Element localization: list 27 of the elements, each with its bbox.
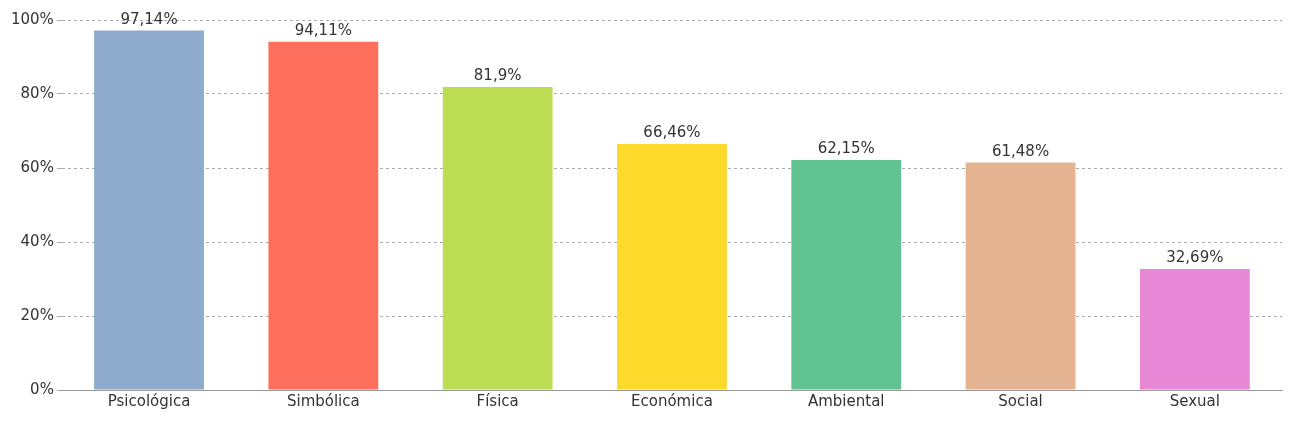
- bar: [442, 86, 553, 390]
- bar: [791, 160, 902, 390]
- bar: [965, 162, 1076, 390]
- y-tick-label: 80%: [20, 83, 54, 102]
- x-tick-label: Social: [998, 391, 1043, 410]
- bar: [617, 144, 727, 390]
- bar: [94, 30, 204, 390]
- y-tick-label: 100%: [10, 9, 54, 28]
- x-tick-label: Sexual: [1169, 391, 1220, 410]
- x-tick-label: Económica: [631, 391, 713, 410]
- data-label: 66,46%: [643, 123, 701, 142]
- data-label: 61,48%: [991, 141, 1050, 160]
- bar: [268, 41, 379, 390]
- y-tick-label: 20%: [20, 305, 54, 324]
- x-tick-label: Física: [476, 391, 519, 410]
- bar: [1139, 269, 1250, 390]
- data-label: 81,9%: [473, 66, 522, 85]
- data-label: 97,14%: [120, 9, 178, 28]
- x-tick-label: Ambiental: [807, 391, 885, 410]
- x-tick-label: Psicológica: [107, 391, 191, 410]
- data-label: 32,69%: [1166, 248, 1224, 267]
- y-tick-label: 60%: [20, 157, 54, 176]
- y-tick-label: 40%: [20, 231, 54, 250]
- data-label: 62,15%: [817, 139, 875, 158]
- y-tick-label: 0%: [30, 379, 54, 398]
- x-tick-label: Simbólica: [286, 391, 360, 410]
- data-label: 94,11%: [294, 21, 352, 40]
